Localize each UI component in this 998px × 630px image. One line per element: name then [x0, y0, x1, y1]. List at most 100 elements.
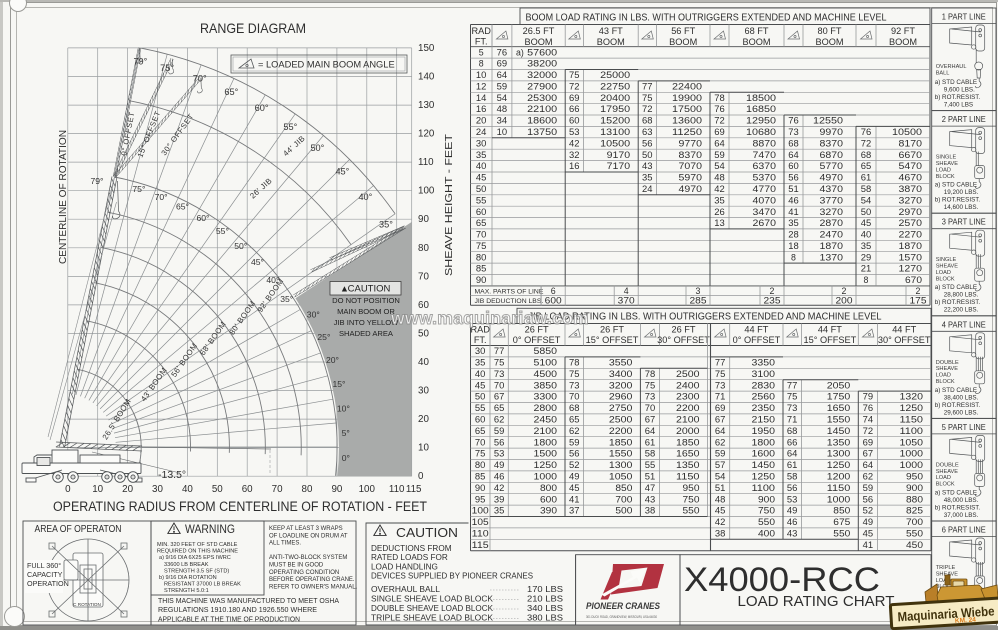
svg-text:76: 76 — [788, 116, 799, 126]
svg-text:45: 45 — [475, 380, 486, 390]
svg-text:16: 16 — [476, 104, 487, 114]
svg-text:43 FT: 43 FT — [599, 26, 623, 36]
svg-text:22400: 22400 — [672, 82, 702, 92]
svg-text:35°: 35° — [379, 219, 393, 229]
svg-text:RAD: RAD — [471, 26, 491, 36]
svg-text:55: 55 — [476, 195, 487, 205]
svg-text:5770: 5770 — [820, 161, 844, 171]
svg-text:48: 48 — [497, 104, 508, 114]
svg-text:SHADED AREA: SHADED AREA — [339, 329, 394, 338]
svg-text:6670: 6670 — [899, 150, 923, 160]
svg-text:61: 61 — [861, 173, 872, 183]
svg-text:70: 70 — [645, 403, 656, 413]
svg-text:69: 69 — [497, 59, 508, 69]
svg-text:0: 0 — [65, 484, 71, 495]
svg-text:73: 73 — [787, 403, 798, 413]
svg-text:73: 73 — [715, 380, 726, 390]
svg-text:11250: 11250 — [672, 127, 702, 137]
svg-text:1 PART LINE: 1 PART LINE — [942, 13, 986, 22]
svg-text:10: 10 — [497, 127, 508, 137]
svg-text:71: 71 — [787, 415, 798, 425]
svg-text:35: 35 — [861, 241, 872, 251]
svg-text:2970: 2970 — [899, 207, 923, 217]
svg-text:50°: 50° — [310, 143, 324, 153]
svg-text:b) ROT.RESIST.: b) ROT.RESIST. — [935, 504, 981, 511]
svg-text:16850: 16850 — [746, 104, 776, 114]
svg-text:OPERATION: OPERATION — [27, 579, 69, 588]
svg-text:56 FT: 56 FT — [671, 26, 695, 36]
svg-text:40: 40 — [476, 161, 487, 171]
svg-text:57600: 57600 — [527, 47, 557, 57]
svg-text:KEEP AT LEAST 3 WRAPS: KEEP AT LEAST 3 WRAPS — [269, 526, 343, 532]
svg-text:50: 50 — [476, 184, 487, 194]
svg-text:3770: 3770 — [820, 195, 844, 205]
svg-text:62: 62 — [494, 415, 505, 425]
svg-text:3: 3 — [696, 286, 701, 296]
svg-text:95: 95 — [475, 494, 486, 504]
svg-text:15° OFFSET: 15° OFFSET — [804, 335, 857, 345]
svg-text:1100: 1100 — [752, 483, 776, 493]
svg-text:37: 37 — [569, 506, 580, 516]
svg-text:48: 48 — [715, 494, 726, 504]
svg-text:675: 675 — [833, 517, 850, 527]
svg-text:1850: 1850 — [676, 437, 700, 447]
svg-text:55°: 55° — [216, 226, 229, 236]
svg-text:235: 235 — [764, 296, 781, 306]
svg-text:76: 76 — [714, 104, 725, 114]
svg-text:a): a) — [516, 47, 524, 57]
svg-text:6: 6 — [551, 286, 556, 296]
svg-text:LOAD HANDLING: LOAD HANDLING — [371, 562, 438, 571]
svg-text:42: 42 — [714, 184, 725, 194]
svg-text:2960: 2960 — [609, 392, 633, 402]
svg-text:140: 140 — [418, 72, 435, 83]
svg-text:200: 200 — [836, 296, 853, 306]
svg-text:61: 61 — [787, 460, 798, 470]
svg-text:3100: 3100 — [752, 369, 776, 379]
svg-text:THIS MACHINE WAS MANUFACTURED: THIS MACHINE WAS MANUFACTURED TO MEET OS… — [158, 596, 340, 605]
svg-text:4: 4 — [624, 286, 629, 296]
svg-text:42: 42 — [569, 138, 580, 148]
svg-text:SHEAVE: SHEAVE — [936, 161, 959, 167]
svg-text:10500: 10500 — [892, 127, 922, 137]
svg-text:850: 850 — [615, 483, 632, 493]
svg-text:54: 54 — [497, 93, 508, 103]
svg-text:DOUBLE SHEAVE LOAD BLOCK: DOUBLE SHEAVE LOAD BLOCK — [371, 604, 494, 613]
svg-text:1150: 1150 — [900, 415, 924, 425]
svg-text:3550: 3550 — [609, 358, 633, 368]
svg-text:80: 80 — [418, 243, 429, 254]
svg-text:55°: 55° — [283, 122, 297, 132]
svg-text:90: 90 — [331, 484, 342, 495]
svg-text:38: 38 — [715, 529, 726, 539]
svg-text:70: 70 — [475, 437, 486, 447]
svg-text:1250: 1250 — [752, 472, 776, 482]
svg-text:90: 90 — [475, 483, 486, 493]
svg-text:60°: 60° — [197, 213, 210, 223]
svg-text:110: 110 — [389, 484, 405, 495]
svg-text:b) 9/16 DIA ROTATION: b) 9/16 DIA ROTATION — [159, 575, 217, 581]
svg-text:BOOM: BOOM — [889, 37, 917, 47]
svg-text:175: 175 — [910, 296, 927, 306]
svg-text:1000: 1000 — [900, 449, 924, 459]
svg-text:9170: 9170 — [607, 150, 631, 160]
svg-text:76: 76 — [861, 127, 872, 137]
svg-text:70: 70 — [476, 230, 487, 240]
svg-text:25000: 25000 — [600, 70, 630, 80]
svg-text:32: 32 — [569, 150, 580, 160]
svg-text:REQUIRED ON THIS MACHINE: REQUIRED ON THIS MACHINE — [157, 549, 238, 555]
svg-text:70: 70 — [494, 380, 505, 390]
svg-text:77: 77 — [715, 358, 726, 368]
svg-text:2 PART LINE: 2 PART LINE — [942, 115, 986, 124]
svg-text:670: 670 — [905, 275, 922, 285]
svg-text:12: 12 — [476, 82, 487, 92]
svg-text:a) STD CABLE: a) STD CABLE — [935, 489, 977, 496]
svg-text:75: 75 — [715, 369, 726, 379]
svg-text:2300: 2300 — [676, 392, 700, 402]
svg-text:550: 550 — [758, 517, 775, 527]
svg-text:1870: 1870 — [899, 241, 923, 251]
svg-text:8: 8 — [479, 59, 484, 69]
svg-text:42: 42 — [494, 483, 505, 493]
svg-text:75: 75 — [642, 93, 653, 103]
svg-text:47: 47 — [645, 483, 656, 493]
svg-text:APPLICABLE AT THE TIME OF PROD: APPLICABLE AT THE TIME OF PRODUCTION — [158, 614, 300, 623]
svg-text:AREA OF OPERATON: AREA OF OPERATON — [35, 524, 122, 535]
